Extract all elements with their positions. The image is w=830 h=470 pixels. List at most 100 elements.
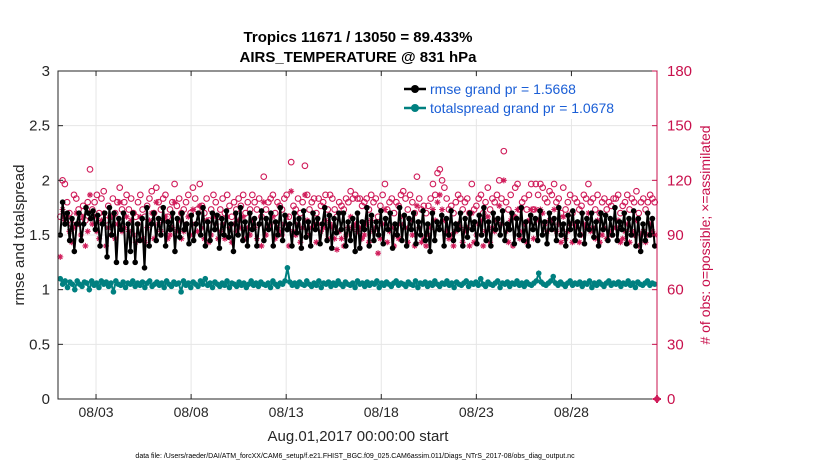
rmse-point [223, 208, 230, 214]
rmse-point [204, 219, 211, 225]
obs-assimilated-marker [569, 239, 576, 246]
obs-assimilated-marker [333, 246, 340, 253]
obs-possible-marker [527, 180, 535, 188]
obs-assimilated-marker [619, 235, 626, 242]
obs-possible-marker [525, 191, 533, 199]
data-layer [56, 147, 659, 295]
rmse-point [577, 232, 583, 238]
obs-assimilated-marker [505, 239, 512, 246]
rmse-point [410, 210, 417, 216]
obs-assimilated-marker [434, 199, 441, 206]
obs-assimilated-marker [638, 232, 644, 238]
rmse-point [492, 226, 499, 233]
rmse-point [392, 221, 398, 227]
totalspread-point [429, 282, 436, 289]
totalspread-point [548, 278, 554, 284]
rmse-point [354, 210, 361, 216]
rmse-point [504, 221, 511, 227]
rmse-point [146, 243, 153, 249]
rmse-point [139, 215, 145, 222]
rmse-point [460, 243, 466, 249]
totalspread-point [168, 283, 175, 290]
totalspread-point [267, 284, 274, 291]
obs-assimilated-marker [484, 213, 491, 220]
rmse-point [546, 210, 553, 216]
obs-possible-marker [493, 191, 501, 199]
totalspread-point [255, 283, 262, 290]
rmse-point [258, 208, 265, 214]
totalspread-point [180, 278, 187, 284]
rmse-point [399, 237, 405, 244]
obs-possible-marker [260, 173, 268, 181]
obs-assimilated-marker [535, 217, 542, 224]
rmse-point [462, 215, 468, 222]
rmse-point [342, 243, 349, 249]
obs-possible-marker [573, 198, 581, 206]
rmse-point [101, 210, 108, 216]
obs-possible-marker [399, 187, 407, 195]
rmse-point [619, 226, 625, 233]
rmse-point [282, 212, 288, 219]
rmse-point [401, 212, 408, 219]
totalspread-point [340, 283, 346, 290]
obs-assimilated-marker [242, 235, 249, 242]
rmse-point [509, 210, 515, 216]
rmse-point [626, 215, 632, 222]
obs-assimilated-marker [146, 217, 153, 224]
totalspread-point [318, 284, 325, 291]
obs-possible-marker [306, 206, 313, 213]
rmse-point [441, 243, 447, 249]
obs-possible-marker [184, 191, 192, 199]
obs-possible-marker [438, 176, 446, 184]
rmse-point [321, 204, 328, 211]
rmse-point [237, 204, 244, 211]
rmse-point [497, 232, 504, 238]
totalspread-point [79, 283, 85, 290]
obs-possible-marker [443, 195, 451, 202]
rmse-point [357, 245, 363, 251]
obs-possible-marker [477, 191, 485, 199]
obs-possible-marker [109, 195, 117, 202]
obs-possible-marker [175, 195, 183, 202]
rmse-point [202, 243, 209, 249]
rmse-point [310, 210, 316, 216]
obs-assimilated-marker [114, 221, 121, 228]
rmse-point [134, 221, 141, 227]
rmse-point [598, 210, 604, 216]
legend: rmse grand pr = 1.5668 totalspread grand… [400, 77, 652, 119]
obs-assimilated-marker [80, 213, 87, 220]
rmse-point [406, 215, 412, 222]
obs-assimilated-marker [347, 213, 354, 220]
obs-assimilated-marker [631, 232, 638, 238]
rmse-point [621, 210, 628, 216]
obs-possible-marker [614, 191, 622, 199]
rmse-point [605, 237, 611, 244]
obs-assimilated-marker [532, 206, 539, 213]
obs-assimilated-marker [617, 239, 624, 246]
y2-tick-label: 180 [667, 63, 692, 80]
rmse-point [218, 215, 225, 222]
totalspread-point [632, 284, 639, 291]
totalspread-point [550, 273, 557, 280]
rmse-point [527, 212, 534, 219]
obs-possible-marker [427, 195, 435, 202]
totalspread-point [504, 279, 511, 285]
totalspread-point [209, 284, 216, 291]
obs-possible-marker [148, 187, 156, 195]
obs-possible-marker [491, 198, 499, 206]
rmse-point [474, 240, 480, 247]
rmse-point [427, 248, 433, 255]
obs-possible-marker [356, 195, 364, 202]
totalspread-point [422, 279, 428, 285]
obs-assimilated-marker [361, 232, 368, 238]
obs-possible-marker [319, 198, 327, 206]
obs-possible-marker [287, 158, 295, 166]
totalspread-point [589, 284, 595, 291]
rmse-point [464, 234, 471, 240]
rmse-point [275, 232, 281, 238]
totalspread-point [403, 283, 409, 290]
rmse-point [200, 204, 206, 211]
obs-possible-marker [548, 191, 556, 199]
rmse-point [209, 210, 216, 216]
y2-axis-label: # of obs: o=possible; ×=assimilated [697, 125, 713, 344]
